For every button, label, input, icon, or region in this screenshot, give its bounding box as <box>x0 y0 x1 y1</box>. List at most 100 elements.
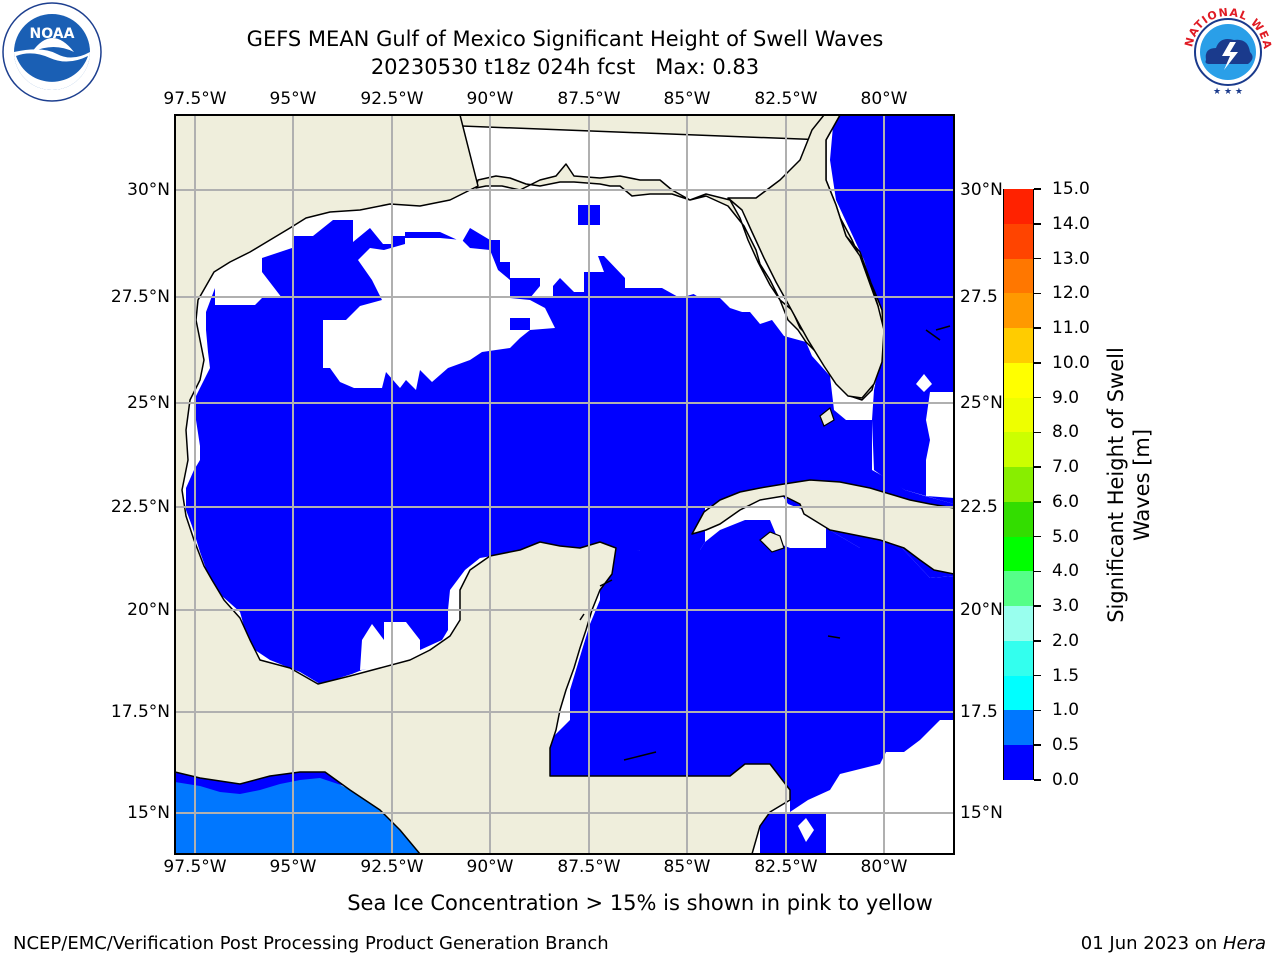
colorbar-segment <box>1004 188 1033 224</box>
colorbar-label: Significant Height of Swell Waves [m] <box>1104 347 1154 623</box>
colorbar-tick <box>1034 431 1041 434</box>
colorbar-tick <box>1034 466 1041 468</box>
lat-label-left: 25°N <box>127 393 170 413</box>
map-subtitle: 20230530 t18z 024h fcst Max: 0.83 <box>370 55 760 79</box>
lat-label-left: 27.5°N <box>110 287 170 307</box>
lon-label-bottom: 97.5°W <box>163 857 227 877</box>
colorbar-tick-label: 5.0 <box>1052 526 1080 547</box>
colorbar-tick-label: 11.0 <box>1052 318 1090 339</box>
lon-label-bottom: 90°W <box>466 857 514 877</box>
colorbar-tick-label: 12.0 <box>1052 283 1090 304</box>
colorbar-tick-label: 0.5 <box>1052 735 1080 756</box>
colorbar-tick <box>1034 257 1041 260</box>
gulf-no-data-patch-east <box>598 190 742 312</box>
lon-label-top: 87.5°W <box>557 89 621 109</box>
lat-label-left: 20°N <box>127 600 170 620</box>
noaa-logo: NOAA <box>2 2 102 102</box>
colorbar-segment <box>1004 223 1033 259</box>
colorbar-segment <box>1004 327 1033 363</box>
footer-host: Hera <box>1222 933 1266 954</box>
colorbar-tick <box>1034 501 1041 503</box>
colorbar-tick-label: 1.0 <box>1052 700 1080 721</box>
colorbar-tick-label: 10.0 <box>1052 352 1090 373</box>
lat-label-left: 15°N <box>127 803 170 823</box>
map-gridlines <box>175 115 954 854</box>
colorbar-tick-label: 14.0 <box>1052 213 1090 234</box>
lat-label-left: 30°N <box>127 180 170 200</box>
lon-label-top: 97.5°W <box>163 89 227 109</box>
lon-label-bottom: 95°W <box>269 857 317 877</box>
colorbar-tick-label: 8.0 <box>1052 422 1080 443</box>
colorbar-segment <box>1004 675 1033 711</box>
colorbar-segment <box>1004 709 1033 746</box>
colorbar-tick <box>1034 744 1041 746</box>
colorbar-tick <box>1034 674 1041 677</box>
lat-label-right: 15°N <box>960 803 1003 823</box>
colorbar-segment <box>1004 466 1033 502</box>
colorbar-tick <box>1034 605 1041 607</box>
colorbar-tick <box>1034 188 1041 190</box>
lat-label-left: 17.5°N <box>110 702 170 722</box>
lat-label-right: 30°N <box>960 180 1003 200</box>
lon-label-bottom: 82.5°W <box>754 857 818 877</box>
colorbar-tick <box>1034 223 1041 225</box>
gulf-no-data-patch-north <box>323 238 555 390</box>
colorbar-tick-label: 2.0 <box>1052 630 1080 651</box>
atlantic-swell-field <box>830 115 954 504</box>
caribbean-swell-field <box>550 520 954 812</box>
lat-label-right: 17.5 <box>960 702 998 722</box>
colorbar-tick <box>1034 779 1041 781</box>
colorbar-tick <box>1034 396 1041 399</box>
colorbar-tick-label: 13.0 <box>1052 248 1090 269</box>
lon-label-bottom: 87.5°W <box>557 857 621 877</box>
lat-label-left: 22.5°N <box>110 497 170 517</box>
footer-date: 01 Jun 2023 on Hera <box>1080 933 1266 954</box>
lon-label-bottom: 80°W <box>860 857 908 877</box>
colorbar-segment <box>1004 258 1033 294</box>
colorbar-tick <box>1034 709 1041 712</box>
colorbar-tick <box>1034 327 1041 329</box>
lon-label-top: 95°W <box>269 89 317 109</box>
lon-label-top: 85°W <box>663 89 711 109</box>
noaa-logo-text: NOAA <box>30 26 75 42</box>
lon-label-top: 92.5°W <box>360 89 424 109</box>
map-frame <box>174 114 955 855</box>
colorbar-segment <box>1004 362 1033 398</box>
colorbar-segment <box>1004 605 1033 641</box>
lon-label-top: 82.5°W <box>754 89 818 109</box>
lon-label-top: 80°W <box>860 89 908 109</box>
land-cuba <box>691 479 954 575</box>
lon-label-bottom: 85°W <box>663 857 711 877</box>
colorbar-segment <box>1004 536 1033 572</box>
colorbar-tick <box>1034 362 1041 364</box>
sea-ice-note: Sea Ice Concentration > 15% is shown in … <box>347 891 933 915</box>
colorbar-tick-label: 1.5 <box>1052 665 1080 686</box>
lon-label-bottom: 92.5°W <box>360 857 424 877</box>
colorbar-segment <box>1004 744 1033 780</box>
colorbar-segment <box>1004 501 1033 537</box>
colorbar <box>1003 188 1034 780</box>
colorbar-tick <box>1034 640 1041 642</box>
colorbar-tick-label: 3.0 <box>1052 596 1080 617</box>
map-title: GEFS MEAN Gulf of Mexico Significant Hei… <box>246 27 884 51</box>
lat-label-right: 27.5 <box>960 287 998 307</box>
land-us-mexico <box>175 115 791 854</box>
nws-logo: NATIONAL WEATHER SERVICE ★ ★ ★ <box>1173 0 1278 102</box>
colorbar-tick-label: 15.0 <box>1052 179 1090 199</box>
colorbar-tick <box>1034 292 1041 295</box>
colorbar-segment <box>1004 431 1033 468</box>
map-plot <box>174 114 955 855</box>
colorbar-tick-label: 4.0 <box>1052 561 1080 582</box>
colorbar-tick-label: 6.0 <box>1052 491 1080 512</box>
colorbar-segment <box>1004 292 1033 329</box>
colorbar-tick-label: 7.0 <box>1052 457 1080 478</box>
colorbar-tick <box>1034 570 1041 573</box>
colorbar-tick <box>1034 535 1041 538</box>
lon-label-top: 90°W <box>466 89 514 109</box>
lat-label-right: 22.5 <box>960 497 998 517</box>
lat-label-right: 25°N <box>960 393 1003 413</box>
svg-text:★ ★ ★: ★ ★ ★ <box>1213 87 1243 97</box>
colorbar-segment <box>1004 570 1033 607</box>
colorbar-tick-label: 0.0 <box>1052 770 1080 790</box>
colorbar-tick-label: 9.0 <box>1052 387 1080 408</box>
